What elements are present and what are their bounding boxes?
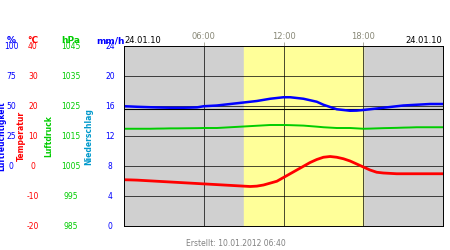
Text: 24.01.10: 24.01.10 xyxy=(125,36,162,45)
Text: 20: 20 xyxy=(28,102,38,111)
Text: 50: 50 xyxy=(6,102,16,111)
Text: 0: 0 xyxy=(108,222,112,231)
Text: 1045: 1045 xyxy=(61,42,81,51)
Text: 1035: 1035 xyxy=(61,72,81,81)
Bar xyxy=(243,46,364,226)
Text: °C: °C xyxy=(27,36,38,45)
Text: 16: 16 xyxy=(105,102,115,111)
Text: 100: 100 xyxy=(4,42,18,51)
Text: 40: 40 xyxy=(28,42,38,51)
Text: Luftfeuchtigkeit: Luftfeuchtigkeit xyxy=(0,102,6,171)
Text: %: % xyxy=(7,36,16,45)
Text: Temperatur: Temperatur xyxy=(17,111,26,161)
Text: 0: 0 xyxy=(31,162,35,171)
Text: 12: 12 xyxy=(105,132,115,141)
Text: 30: 30 xyxy=(28,72,38,81)
Text: 24.01.10: 24.01.10 xyxy=(405,36,442,45)
Text: 1005: 1005 xyxy=(61,162,81,171)
Text: 1015: 1015 xyxy=(62,132,81,141)
Text: 4: 4 xyxy=(108,192,112,201)
Text: 20: 20 xyxy=(105,72,115,81)
Text: 25: 25 xyxy=(6,132,16,141)
Text: hPa: hPa xyxy=(62,36,81,45)
Text: 0: 0 xyxy=(9,162,14,171)
Text: 24: 24 xyxy=(105,42,115,51)
Text: 1025: 1025 xyxy=(62,102,81,111)
Text: Luftdruck: Luftdruck xyxy=(44,115,53,157)
Text: Erstellt: 10.01.2012 06:40: Erstellt: 10.01.2012 06:40 xyxy=(186,238,285,248)
Text: 10: 10 xyxy=(28,132,38,141)
Text: 985: 985 xyxy=(64,222,78,231)
Text: 995: 995 xyxy=(64,192,78,201)
Text: -20: -20 xyxy=(27,222,39,231)
Text: -10: -10 xyxy=(27,192,39,201)
Text: 75: 75 xyxy=(6,72,16,81)
Text: Niederschlag: Niederschlag xyxy=(84,108,93,165)
Text: mm/h: mm/h xyxy=(96,36,125,45)
Text: 8: 8 xyxy=(108,162,112,171)
